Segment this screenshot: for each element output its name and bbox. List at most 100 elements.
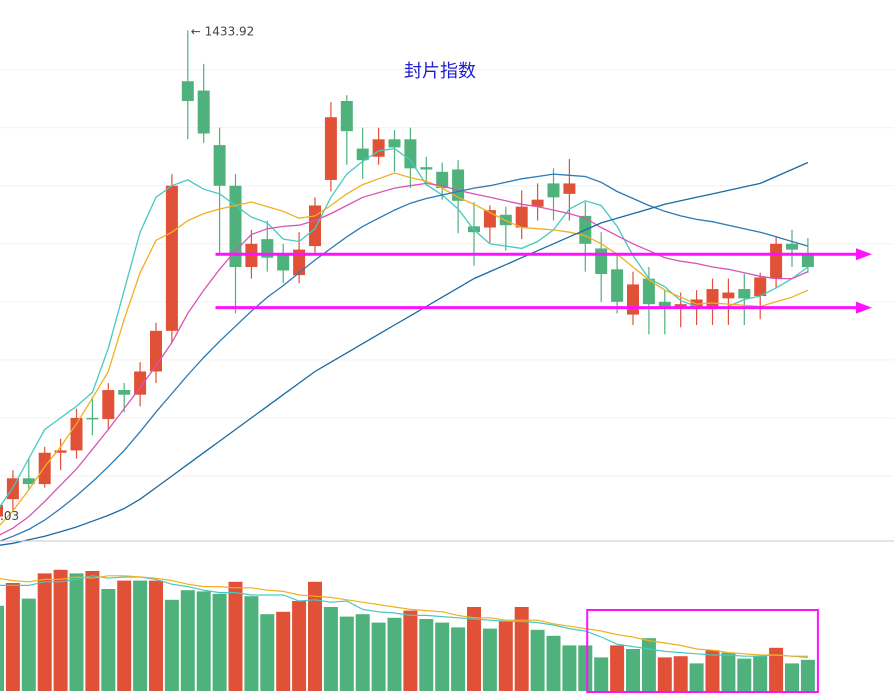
volume-ma-line-ma10 xyxy=(0,575,808,657)
chart-title: 封片指数 xyxy=(404,61,476,82)
annotation-layer xyxy=(215,248,872,314)
candle-body xyxy=(213,145,226,186)
candle-body xyxy=(404,139,417,169)
ma-line-ma20 xyxy=(0,182,809,536)
candle-body xyxy=(22,478,35,485)
volume-bar xyxy=(435,622,450,691)
candle-body xyxy=(54,450,67,453)
volume-bar xyxy=(419,619,434,691)
volume-highlight-box xyxy=(586,609,819,693)
arrow-head xyxy=(856,301,872,314)
volume-annotation-layer xyxy=(586,609,819,693)
candle-body xyxy=(293,249,306,276)
candle-body xyxy=(436,171,449,189)
candle-body xyxy=(86,417,99,420)
volume-bar xyxy=(196,591,211,691)
volume-bar xyxy=(101,589,116,691)
volume-bar xyxy=(769,647,784,691)
min-price-label: .03 xyxy=(0,509,19,523)
candle-body xyxy=(388,139,401,148)
candle-body xyxy=(595,248,608,274)
volume-bar xyxy=(5,583,20,691)
candle-body xyxy=(118,390,131,395)
ma-line-ma30 xyxy=(0,173,809,542)
candle-body xyxy=(134,371,147,395)
volume-bar xyxy=(721,652,736,691)
candle-body xyxy=(642,278,655,305)
volume-bar xyxy=(737,658,752,691)
candle-body xyxy=(515,206,528,228)
candle-body xyxy=(754,277,767,297)
candle-body xyxy=(531,199,544,207)
candle-body xyxy=(70,417,83,451)
volume-bar xyxy=(0,605,4,691)
volume-bar xyxy=(292,601,307,691)
candle-body xyxy=(627,284,639,315)
volume-bar xyxy=(164,599,179,691)
candle-body xyxy=(181,81,194,101)
volume-bar xyxy=(705,650,720,691)
candle-body xyxy=(324,117,337,180)
volume-bar xyxy=(594,657,609,691)
volume-bar xyxy=(451,627,466,691)
volume-bar xyxy=(371,622,386,691)
candle-body xyxy=(658,301,671,309)
volume-bar xyxy=(482,628,497,691)
volume-bar xyxy=(641,638,656,691)
price-panel xyxy=(0,30,894,517)
volume-bar xyxy=(657,657,672,691)
volume-bar xyxy=(308,581,322,691)
max-price-label: ← 1433.92 xyxy=(191,24,255,38)
volume-bar xyxy=(753,656,768,691)
volume-bar xyxy=(149,580,163,691)
volume-bar xyxy=(323,607,338,691)
candle-body xyxy=(452,169,465,201)
volume-bar xyxy=(800,659,815,691)
volume-bar xyxy=(578,645,593,691)
volume-bar xyxy=(133,580,148,691)
volume-bar xyxy=(37,573,52,691)
candle-body xyxy=(611,269,624,302)
candle-body xyxy=(277,255,290,271)
volume-bar xyxy=(355,614,370,691)
candle-body xyxy=(706,289,719,307)
candle-body xyxy=(786,243,798,250)
volume-bar xyxy=(514,607,529,691)
volume-bar xyxy=(117,580,132,691)
candle-body xyxy=(770,243,783,279)
candle-body xyxy=(690,299,703,307)
volume-bar xyxy=(467,607,481,691)
volume-bar xyxy=(562,645,577,691)
candle-body xyxy=(38,452,51,485)
volume-bar xyxy=(339,616,354,691)
volume-bar xyxy=(387,617,402,691)
volume-bar xyxy=(260,614,275,691)
candle-body xyxy=(340,100,353,132)
volume-bar xyxy=(626,649,640,691)
volume-bar xyxy=(21,598,36,691)
volume-average-lines xyxy=(0,575,808,658)
volume-panel xyxy=(0,569,815,691)
volume-bar xyxy=(85,571,100,691)
volume-bar xyxy=(53,569,68,691)
volume-bar xyxy=(403,610,418,691)
volume-bar xyxy=(498,621,513,691)
candle-body xyxy=(547,183,560,198)
candle-body xyxy=(738,289,751,299)
ma-line-ma60 xyxy=(0,161,809,546)
moving-average-lines xyxy=(0,147,809,546)
candle-body xyxy=(801,255,814,267)
candle-body xyxy=(722,292,735,299)
candle-body xyxy=(102,390,115,420)
volume-bar xyxy=(546,635,561,691)
volume-bar xyxy=(244,596,259,691)
candle-body xyxy=(563,183,576,194)
volume-bar xyxy=(689,663,704,691)
volume-bar xyxy=(610,645,625,691)
ma-line-ma10 xyxy=(0,172,809,526)
volume-bar xyxy=(180,590,195,691)
candle-body xyxy=(356,148,369,161)
volume-bar xyxy=(673,656,688,691)
